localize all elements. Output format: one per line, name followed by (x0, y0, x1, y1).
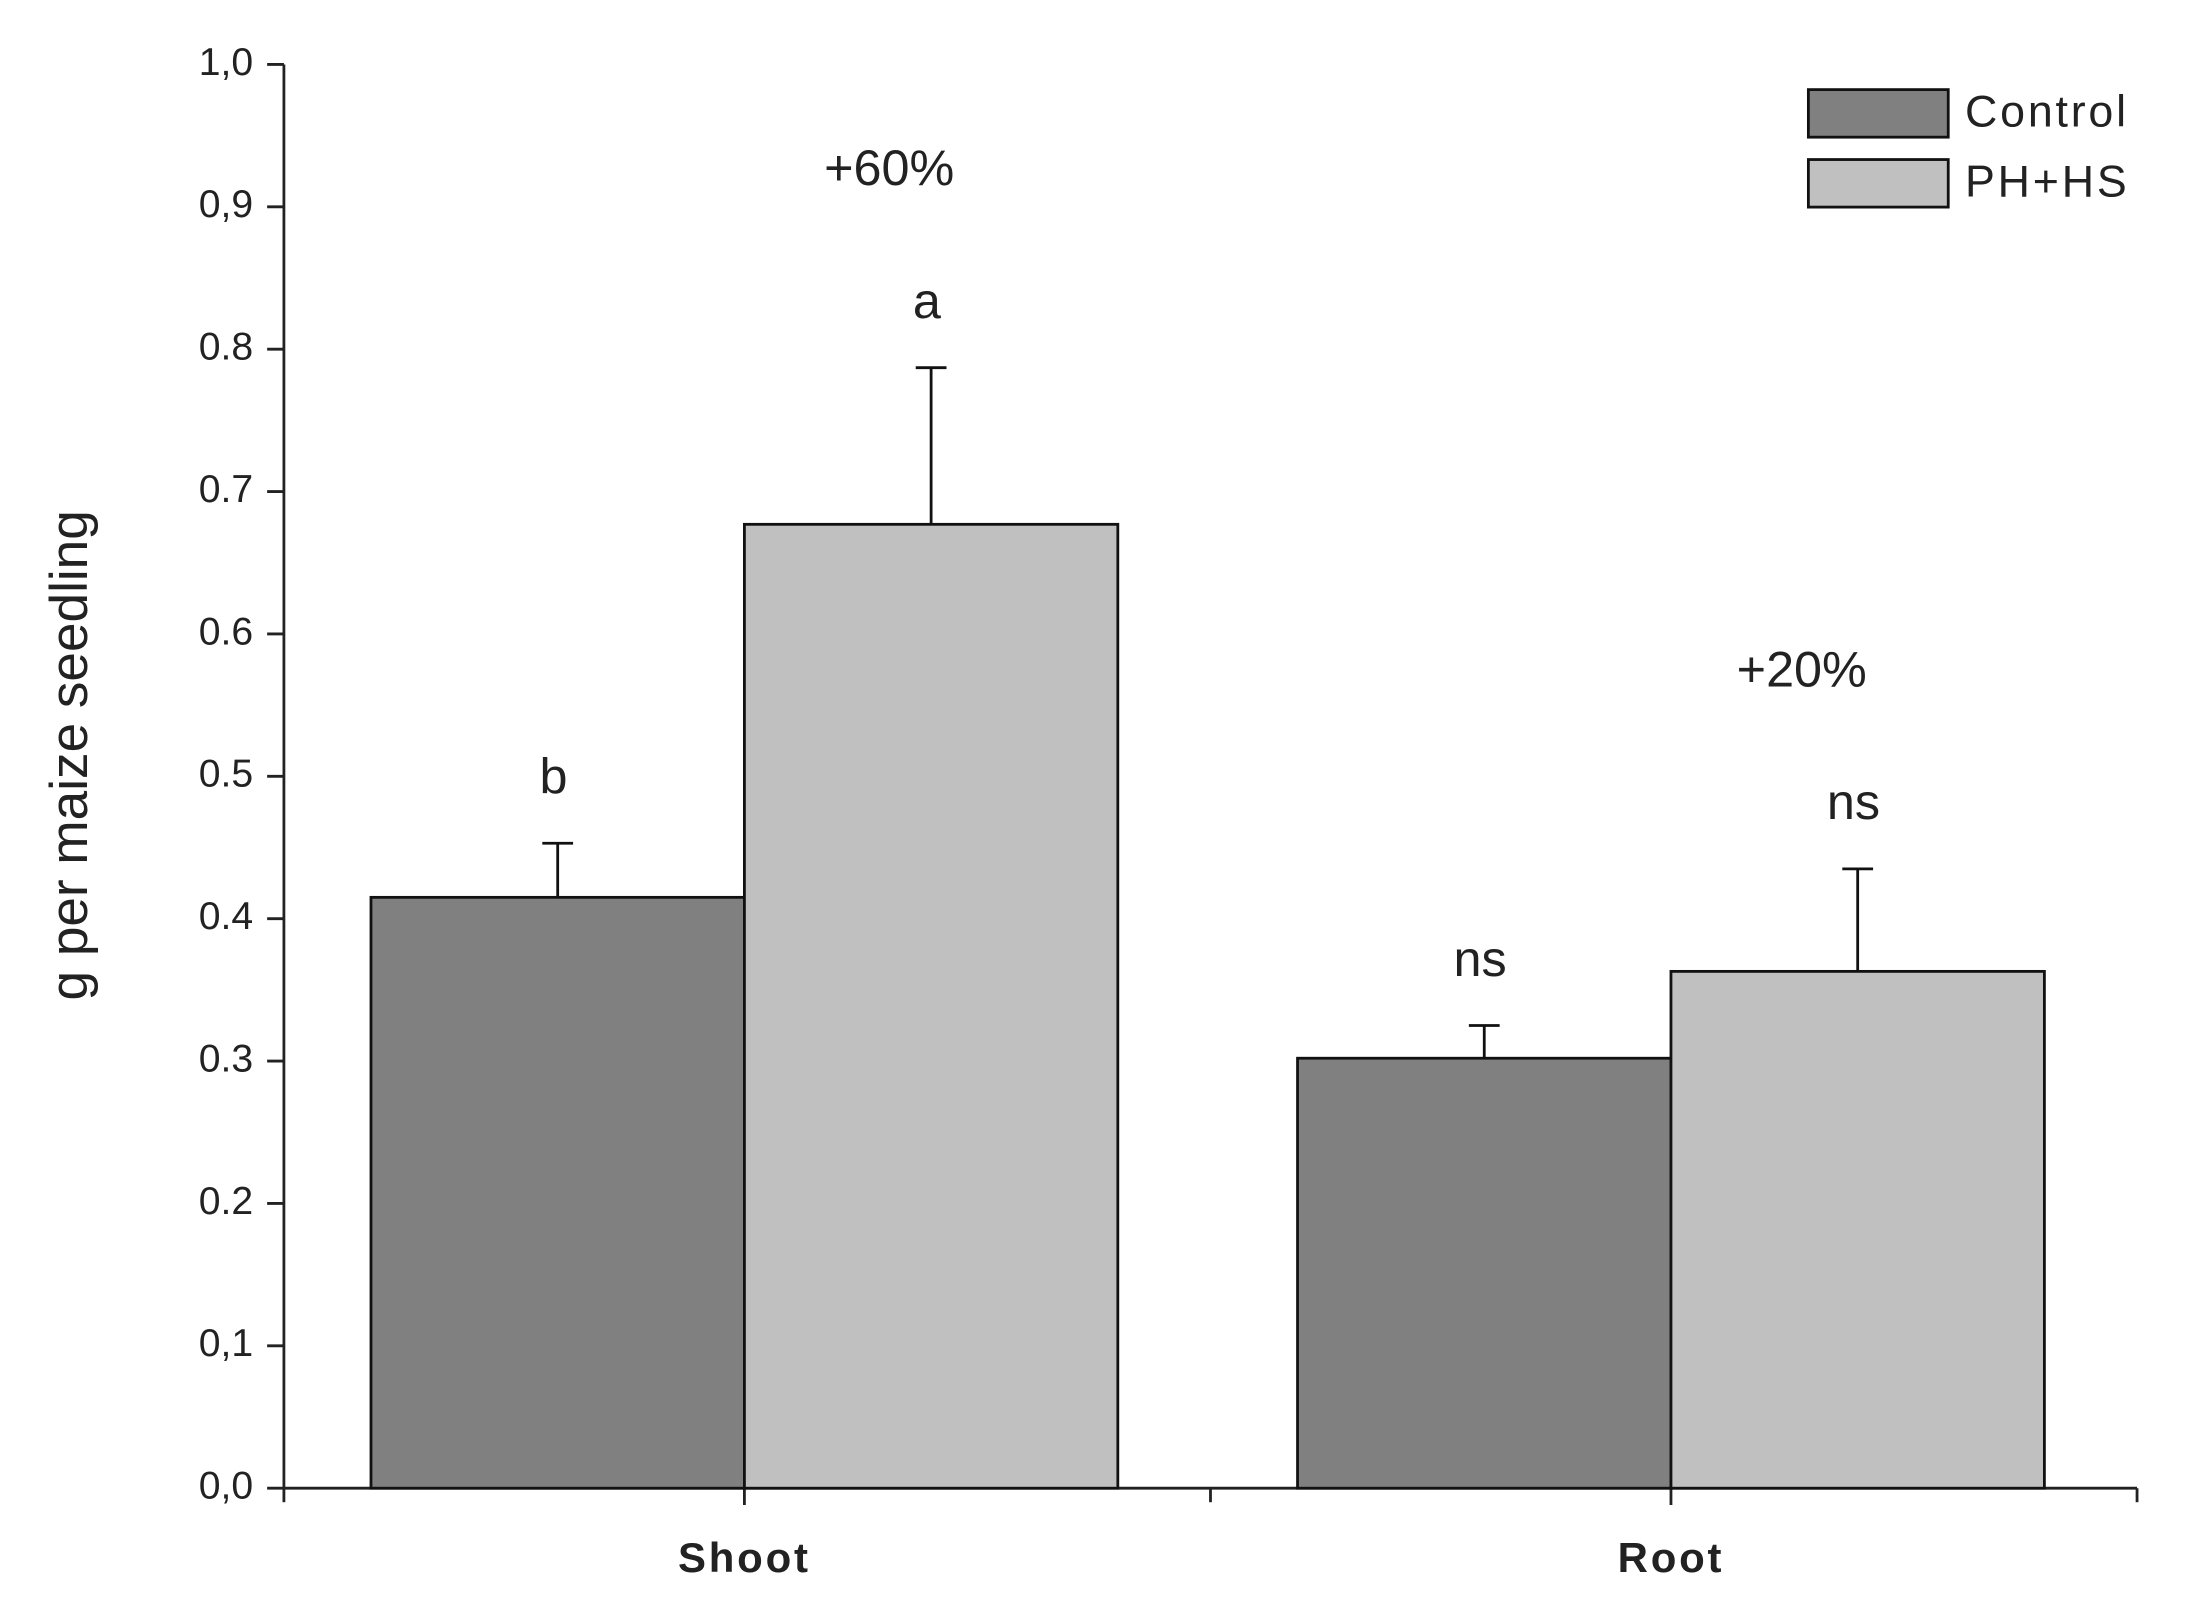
y-tick-label: 0,0 (199, 1465, 253, 1508)
error-bar (542, 841, 574, 898)
significance-label: a (913, 272, 941, 329)
y-tick-label: 0.3 (199, 1037, 253, 1080)
error-bar (915, 366, 947, 525)
y-tick-label: 0.4 (199, 895, 253, 938)
y-tick-label: 1,0 (199, 41, 253, 84)
legend-label: PH+HS (1965, 157, 2129, 207)
change-label: +60% (824, 139, 954, 196)
y-axis-label: g per maize seedling (40, 510, 99, 1000)
error-bar (1468, 1024, 1500, 1059)
x-tick-label: Root (1618, 1534, 1725, 1581)
y-tick-label: 0.2 (199, 1180, 253, 1223)
bar (1669, 969, 2046, 1490)
y-tick-label: 0.5 (199, 753, 253, 796)
y-tick-label: 0.7 (199, 468, 253, 511)
y-tick-label: 0,1 (199, 1322, 253, 1365)
legend-label: Control (1965, 87, 2129, 137)
bar (743, 522, 1120, 1490)
y-tick-label: 0.8 (199, 326, 253, 369)
legend-swatch (1806, 88, 1950, 139)
bar (369, 895, 746, 1490)
y-tick-label: 0,9 (199, 183, 253, 226)
bar (1296, 1056, 1673, 1490)
error-bar (1842, 867, 1874, 972)
legend-swatch (1806, 158, 1950, 209)
significance-label: ns (1827, 773, 1880, 830)
y-tick-label: 0.6 (199, 610, 253, 653)
significance-label: ns (1453, 930, 1506, 987)
change-label: +20% (1737, 640, 1867, 697)
x-tick-label: Shoot (678, 1534, 811, 1581)
significance-label: b (539, 748, 567, 805)
